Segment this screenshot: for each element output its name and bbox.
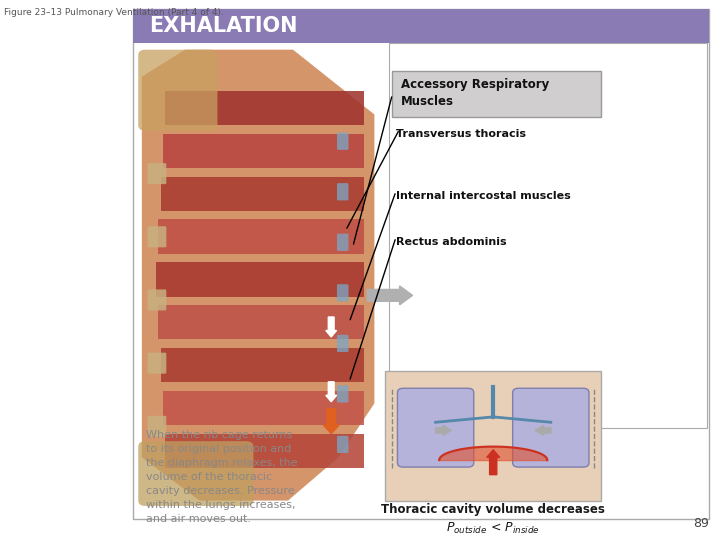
FancyBboxPatch shape [133, 9, 709, 519]
FancyBboxPatch shape [163, 134, 364, 168]
FancyBboxPatch shape [385, 371, 601, 501]
FancyArrow shape [323, 409, 339, 434]
FancyBboxPatch shape [148, 353, 166, 374]
FancyBboxPatch shape [513, 388, 589, 467]
FancyBboxPatch shape [133, 9, 709, 43]
FancyBboxPatch shape [397, 388, 474, 467]
FancyBboxPatch shape [337, 234, 348, 251]
FancyBboxPatch shape [148, 226, 166, 247]
FancyBboxPatch shape [165, 434, 364, 468]
FancyBboxPatch shape [337, 133, 348, 150]
FancyBboxPatch shape [337, 284, 348, 301]
FancyBboxPatch shape [161, 348, 364, 382]
Text: Accessory Respiratory
Muscles: Accessory Respiratory Muscles [401, 78, 549, 108]
FancyBboxPatch shape [392, 71, 601, 117]
FancyBboxPatch shape [337, 183, 348, 200]
FancyArrow shape [367, 286, 413, 305]
FancyBboxPatch shape [156, 262, 364, 296]
FancyArrow shape [325, 382, 337, 402]
FancyBboxPatch shape [148, 289, 166, 310]
FancyBboxPatch shape [337, 335, 348, 352]
FancyArrow shape [535, 426, 551, 435]
FancyBboxPatch shape [148, 163, 166, 184]
FancyBboxPatch shape [148, 416, 166, 437]
Text: Transversus thoracis: Transversus thoracis [396, 129, 526, 139]
FancyBboxPatch shape [138, 441, 253, 506]
FancyArrow shape [487, 450, 500, 475]
Polygon shape [142, 50, 374, 501]
Text: When the rib cage returns
to its original position and
the diaphragm relaxes, th: When the rib cage returns to its origina… [146, 430, 298, 524]
FancyBboxPatch shape [158, 305, 364, 340]
FancyBboxPatch shape [337, 436, 348, 453]
FancyArrow shape [436, 426, 451, 435]
Text: $P_{outside}$ < $P_{inside}$: $P_{outside}$ < $P_{inside}$ [446, 521, 540, 536]
Text: EXHALATION: EXHALATION [149, 16, 297, 36]
FancyBboxPatch shape [165, 91, 364, 125]
FancyBboxPatch shape [158, 219, 364, 254]
Text: Figure 23–13 Pulmonary Ventilation (Part 4 of 4).: Figure 23–13 Pulmonary Ventilation (Part… [4, 8, 223, 17]
FancyBboxPatch shape [337, 385, 348, 402]
Text: Rectus abdominis: Rectus abdominis [396, 237, 507, 247]
FancyBboxPatch shape [161, 177, 364, 211]
Text: Thoracic cavity volume decreases: Thoracic cavity volume decreases [382, 503, 605, 516]
FancyBboxPatch shape [138, 50, 217, 131]
FancyArrow shape [325, 317, 337, 337]
Text: 89: 89 [693, 517, 709, 530]
FancyBboxPatch shape [163, 391, 364, 426]
Text: Internal intercostal muscles: Internal intercostal muscles [396, 191, 571, 201]
